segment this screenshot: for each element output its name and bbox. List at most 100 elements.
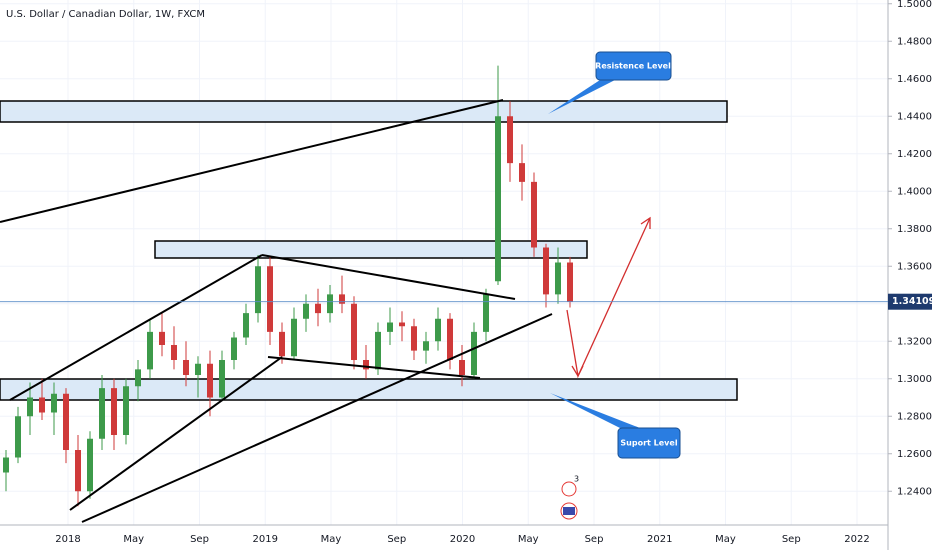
flag-icon [563, 507, 575, 515]
y-tick-label: 1.30000 [897, 374, 932, 385]
candle-body [471, 331, 477, 375]
candle-body [435, 318, 441, 342]
arrow-head [571, 365, 584, 378]
x-tick-label: May [518, 534, 539, 545]
candle-body [567, 262, 573, 302]
candle-body [327, 294, 333, 314]
candle-body [87, 438, 93, 492]
candle-body [363, 360, 369, 370]
candle-body [147, 331, 153, 370]
candle-body [351, 303, 357, 360]
middle-zone [154, 240, 588, 259]
candle-body [543, 247, 549, 295]
trend-line [69, 356, 283, 511]
event-icon [561, 481, 577, 497]
candle-body [375, 331, 381, 370]
candle-body [447, 318, 453, 360]
candle-body [459, 360, 465, 375]
candle-body [231, 337, 237, 360]
x-tick-label: 2018 [55, 534, 80, 545]
callout-text: Suport Level [620, 439, 677, 448]
candle-body [159, 331, 165, 345]
candle-body [99, 388, 105, 439]
x-tick-label: 2022 [844, 534, 869, 545]
callout-box [595, 51, 672, 81]
candle-body [483, 294, 489, 332]
chart-title: U.S. Dollar / Canadian Dollar, 1W, FXCM [6, 9, 205, 20]
candle-body [15, 416, 21, 458]
y-tick-label: 1.26000 [897, 449, 932, 460]
x-tick-label: 2019 [253, 534, 278, 545]
candle-body [399, 322, 405, 327]
candle-body [243, 313, 249, 338]
candle-body [519, 163, 525, 182]
y-tick-label: 1.38000 [897, 224, 932, 235]
x-tick-label: Sep [782, 534, 801, 545]
candle-body [339, 294, 345, 304]
candle-body [207, 363, 213, 398]
x-tick-label: May [715, 534, 736, 545]
y-tick-label: 1.50000 [897, 0, 932, 10]
trend-lines [0, 99, 553, 523]
x-tick-label: Sep [585, 534, 604, 545]
candle-body [507, 116, 513, 164]
candle-body [291, 318, 297, 357]
y-tick-label: 1.36000 [897, 261, 932, 272]
candle-body [279, 331, 285, 357]
forecast-arrows [566, 216, 651, 379]
y-tick-label: 1.32000 [897, 336, 932, 347]
x-tick-label: May [321, 534, 342, 545]
candle-body [219, 360, 225, 398]
trend-line [81, 313, 553, 523]
y-tick-label: 1.28000 [897, 411, 932, 422]
candle-body [315, 303, 321, 314]
candle-body [555, 262, 561, 295]
candle-body [195, 363, 201, 375]
x-tick-label: Sep [190, 534, 209, 545]
last-price-label: 1.34109 [892, 296, 932, 307]
trend-line [267, 356, 481, 379]
callout-box [617, 427, 681, 459]
event-badge: 3 [574, 475, 579, 484]
candle-body [63, 393, 69, 450]
candle-body [303, 303, 309, 319]
candle-body [27, 397, 33, 417]
arrow-head [640, 216, 651, 229]
support-zone [0, 378, 738, 401]
callout-pointer [550, 393, 640, 428]
x-tick-label: Sep [387, 534, 406, 545]
candle-body [387, 322, 393, 332]
last-price-tag [888, 293, 932, 310]
candle-body [51, 393, 57, 413]
candle-body [411, 326, 417, 351]
x-tick-label: May [123, 534, 144, 545]
candle-body [255, 266, 261, 314]
candle-body [123, 386, 129, 435]
candle-body [267, 266, 273, 332]
candle-body [135, 369, 141, 387]
y-tick-label: 1.24000 [897, 486, 932, 497]
x-tick-label: 2020 [450, 534, 475, 545]
y-tick-label: 1.46000 [897, 74, 932, 85]
candle-body [171, 345, 177, 360]
resistance-zone [0, 100, 728, 123]
candle-body [111, 388, 117, 435]
candle-body [39, 397, 45, 413]
y-tick-label: 1.42000 [897, 149, 932, 160]
candle-body [3, 457, 9, 473]
y-tick-label: 1.44000 [897, 111, 932, 122]
candle-body [423, 341, 429, 351]
y-tick-label: 1.40000 [897, 186, 932, 197]
y-tick-label: 1.48000 [897, 36, 932, 47]
callout-pointer [548, 80, 615, 114]
trend-line [9, 254, 263, 401]
candle-body [495, 116, 501, 282]
candle-body [531, 181, 537, 248]
callout-text: Resistence Level [595, 62, 671, 71]
candle-body [75, 450, 81, 492]
candle-body [183, 360, 189, 375]
trend-line [0, 99, 504, 223]
x-tick-label: 2021 [647, 534, 672, 545]
trend-line [261, 254, 516, 300]
